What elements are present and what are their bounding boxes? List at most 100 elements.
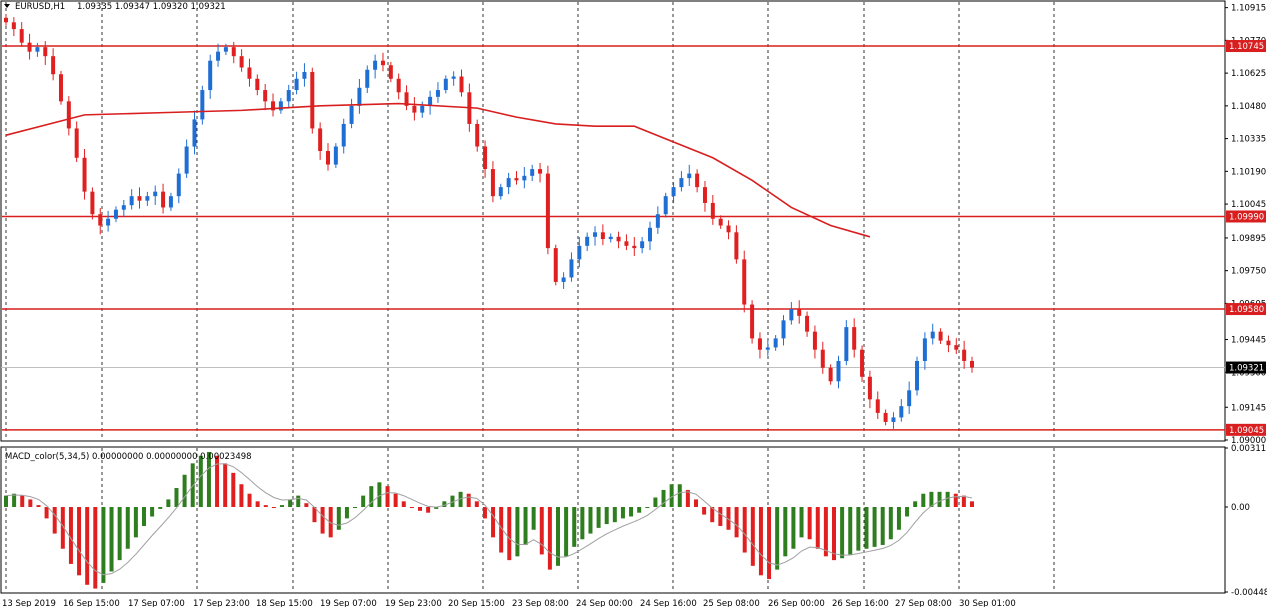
macd-bar <box>296 495 301 508</box>
macd-bar <box>823 507 828 557</box>
macd-bar <box>166 499 171 508</box>
candle-body <box>168 196 173 208</box>
x-tick-label: 24 Sep 00:00 <box>576 599 633 607</box>
macd-bar <box>20 495 25 508</box>
macd-bar <box>247 493 252 508</box>
candle-body <box>490 169 495 197</box>
macd-label: MACD_color(5,34,5) 0.00000000 0.00000000… <box>5 452 252 462</box>
candle-body <box>428 96 433 106</box>
ohlc-readout: 1.09335 1.09347 1.09320 1.09321 <box>77 2 226 12</box>
macd-y-tick-label: -0.00448 <box>1231 588 1267 598</box>
macd-bar <box>612 507 617 523</box>
macd-bar <box>336 507 341 530</box>
candle-body <box>318 128 323 152</box>
macd-bar <box>215 455 220 508</box>
macd-bar <box>896 507 901 530</box>
macd-bar <box>369 486 374 508</box>
candle-body <box>271 101 276 111</box>
macd-bar <box>109 507 114 572</box>
macd-bar <box>547 507 552 570</box>
candle-body <box>349 105 354 124</box>
candle-body <box>522 175 527 181</box>
macd-bar <box>4 495 8 508</box>
vertical-gridlines <box>5 2 1055 592</box>
x-tick-label: 26 Sep 16:00 <box>832 599 889 607</box>
candle-body <box>922 338 927 361</box>
x-tick-label: 17 Sep 07:00 <box>128 599 185 607</box>
candle-body <box>278 101 283 111</box>
x-tick-label: 13 Sep 2019 <box>2 599 56 607</box>
macd-bar <box>531 507 536 530</box>
candle-body <box>836 360 841 382</box>
y-tick-label: 1.10625 <box>1231 69 1266 79</box>
macd-bar <box>482 507 487 519</box>
candle-body <box>954 345 959 350</box>
x-tick-label: 19 Sep 23:00 <box>385 599 442 607</box>
y-tick-label: 1.10335 <box>1231 135 1266 145</box>
macd-bar <box>515 507 520 557</box>
macd-bar <box>133 507 138 538</box>
y-tick-label: 1.09750 <box>1231 267 1266 277</box>
candle-body <box>616 236 621 242</box>
macd-bar <box>28 499 33 508</box>
candle-body <box>74 128 79 158</box>
candle-body <box>412 105 417 113</box>
candle-body <box>106 218 111 226</box>
candle-body <box>420 105 425 113</box>
candle-body <box>962 349 967 361</box>
macd-bar <box>101 507 106 583</box>
macd-bar <box>767 507 772 580</box>
x-tick-label: 17 Sep 23:00 <box>193 599 250 607</box>
candle-body <box>640 241 645 249</box>
y-tick-label: 1.10190 <box>1231 167 1266 177</box>
candle-body <box>561 277 566 282</box>
level-tag-label: 1.10745 <box>1229 42 1264 52</box>
candle-body <box>789 309 794 321</box>
macd-bar <box>288 499 293 508</box>
macd-bar <box>206 451 211 508</box>
macd-bar <box>263 505 268 508</box>
candle-body <box>388 65 393 79</box>
candle-body <box>365 69 370 88</box>
macd-bar <box>174 488 179 508</box>
candle-body <box>11 22 16 30</box>
candle-body <box>326 151 330 165</box>
candle-body <box>208 60 213 91</box>
macd-bar <box>68 507 73 564</box>
macd-bar <box>280 505 284 508</box>
macd-bar <box>848 507 853 555</box>
macd-bar <box>77 507 82 576</box>
candle-body <box>891 417 896 422</box>
macd-bar <box>564 507 569 557</box>
macd-bar <box>361 495 366 508</box>
candle-body <box>687 173 692 179</box>
macd-bar <box>401 501 406 508</box>
macd-bar <box>637 507 642 513</box>
candle-body <box>663 196 668 215</box>
macd-bar <box>125 507 130 549</box>
symbol-label: EURUSD,H1 <box>15 2 65 12</box>
candle-body <box>302 71 307 79</box>
macd-bar <box>596 507 601 528</box>
macd-bar <box>231 472 236 508</box>
level-tag <box>1226 423 1266 436</box>
macd-bar <box>344 507 349 519</box>
macd-bar <box>791 507 796 549</box>
candle-body <box>113 209 118 219</box>
candle-body <box>357 87 362 106</box>
macd-bar <box>961 495 966 508</box>
candle-body <box>404 92 409 106</box>
macd-bar <box>702 507 707 515</box>
candle-body <box>35 47 40 52</box>
candle-body <box>757 338 762 350</box>
menu-arrow-icon[interactable] <box>4 4 10 8</box>
candle-body <box>231 47 236 57</box>
x-tick-label: 30 Sep 01:00 <box>959 599 1016 607</box>
macd-bar <box>223 463 228 508</box>
macd-bar <box>921 493 926 508</box>
macd-bar <box>758 507 763 576</box>
horizontal-levels <box>2 45 1225 431</box>
macd-bar <box>523 507 528 545</box>
candle-body <box>718 218 723 226</box>
